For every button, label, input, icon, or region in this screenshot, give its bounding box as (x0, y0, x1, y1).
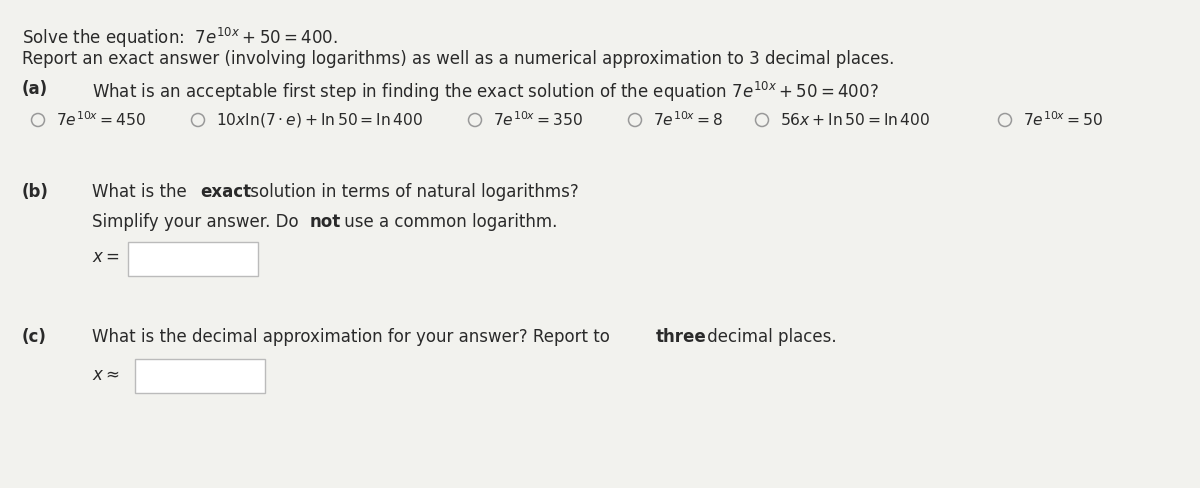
Text: not: not (310, 213, 341, 231)
Text: $x\approx$: $x\approx$ (92, 366, 120, 384)
Text: Simplify your answer. Do: Simplify your answer. Do (92, 213, 304, 231)
FancyBboxPatch shape (128, 242, 258, 276)
Text: Solve the equation:  $7e^{10x}+50=400$.: Solve the equation: $7e^{10x}+50=400$. (22, 26, 338, 50)
Text: (c): (c) (22, 328, 47, 346)
Text: What is an acceptable first step in finding the exact solution of the equation $: What is an acceptable first step in find… (92, 80, 878, 104)
Text: use a common logarithm.: use a common logarithm. (340, 213, 557, 231)
Text: $56x+\ln 50=\ln 400$: $56x+\ln 50=\ln 400$ (780, 112, 930, 128)
Text: three: three (656, 328, 707, 346)
Text: $7e^{10x}=350$: $7e^{10x}=350$ (493, 111, 583, 129)
Text: exact: exact (200, 183, 251, 201)
Text: $x=$: $x=$ (92, 248, 120, 266)
Text: solution in terms of natural logarithms?: solution in terms of natural logarithms? (245, 183, 578, 201)
Text: decimal places.: decimal places. (702, 328, 836, 346)
Text: What is the: What is the (92, 183, 192, 201)
Text: $10x\ln(7\cdot e)+\ln 50=\ln 400$: $10x\ln(7\cdot e)+\ln 50=\ln 400$ (216, 111, 424, 129)
Text: Report an exact answer (involving logarithms) as well as a numerical approximati: Report an exact answer (involving logari… (22, 50, 894, 68)
Text: (b): (b) (22, 183, 49, 201)
Text: $7e^{10x}=8$: $7e^{10x}=8$ (653, 111, 724, 129)
Text: What is the decimal approximation for your answer? Report to: What is the decimal approximation for yo… (92, 328, 616, 346)
Text: (a): (a) (22, 80, 48, 98)
Text: $7e^{10x}=450$: $7e^{10x}=450$ (56, 111, 146, 129)
Text: $7e^{10x}=50$: $7e^{10x}=50$ (1022, 111, 1104, 129)
Text: Number: Number (170, 368, 229, 384)
Text: Number: Number (163, 251, 222, 266)
FancyBboxPatch shape (134, 359, 265, 393)
